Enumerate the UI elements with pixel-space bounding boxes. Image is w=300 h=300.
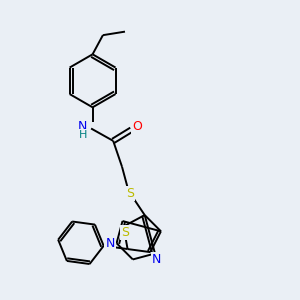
Text: H: H <box>79 130 87 140</box>
Text: S: S <box>121 226 129 239</box>
Text: N: N <box>152 253 161 266</box>
Text: S: S <box>126 187 134 200</box>
Text: N: N <box>105 237 115 250</box>
Text: O: O <box>132 120 142 133</box>
Text: N: N <box>78 120 88 133</box>
